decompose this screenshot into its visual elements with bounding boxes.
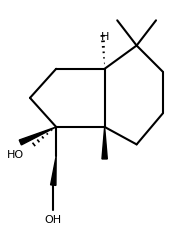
Text: HO: HO bbox=[7, 149, 24, 159]
Text: OH: OH bbox=[45, 214, 62, 224]
Polygon shape bbox=[51, 156, 56, 186]
Polygon shape bbox=[19, 127, 56, 145]
Text: H: H bbox=[100, 32, 109, 42]
Polygon shape bbox=[102, 127, 107, 159]
